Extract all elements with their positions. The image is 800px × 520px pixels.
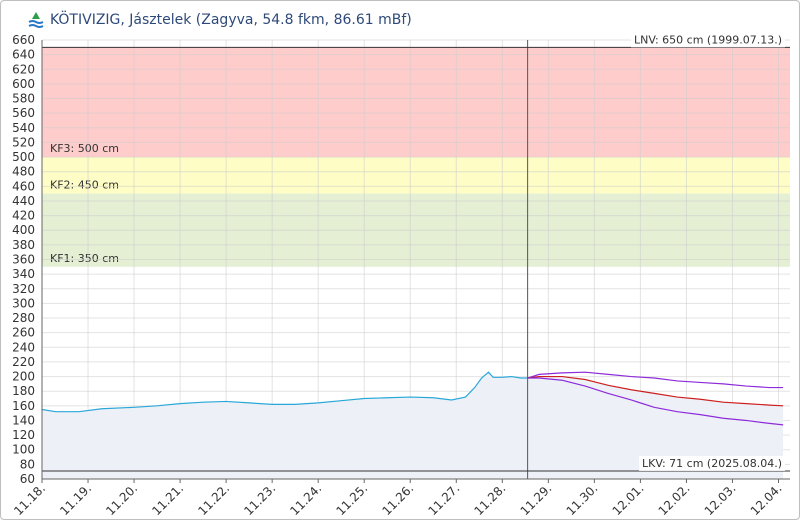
x-tick-label: 11.25.	[333, 481, 370, 518]
y-tick-label: 580	[12, 92, 35, 106]
y-tick-label: 400	[12, 223, 35, 237]
y-tick-label: 60	[20, 472, 35, 486]
x-tick-label: 11.30.	[564, 481, 601, 518]
y-tick-label: 500	[12, 150, 35, 164]
band-kf2	[42, 157, 790, 194]
band-label-kf1: KF1: 350 cm	[50, 252, 119, 265]
water-gauge-logo-icon	[28, 12, 44, 28]
y-tick-label: 540	[12, 121, 35, 135]
reference-label-bg	[639, 455, 785, 471]
y-tick-label: 600	[12, 77, 35, 91]
y-tick-label: 280	[12, 311, 35, 325]
measured-area	[42, 372, 784, 479]
area-fill	[42, 372, 784, 479]
x-tick-label: 11.19.	[57, 481, 94, 518]
y-tick-label: 320	[12, 282, 35, 296]
x-tick-label: 11.27.	[426, 481, 463, 518]
series-measured	[41, 371, 528, 413]
y-tick-label: 480	[12, 165, 35, 179]
series-forecast-lower	[527, 377, 784, 426]
band-label-kf3: KF3: 500 cm	[50, 142, 119, 155]
reference-label: LKV: 71 cm (2025.08.04.)	[642, 457, 782, 470]
y-tick-label: 240	[12, 340, 35, 354]
y-tick-label: 140	[12, 413, 35, 427]
band-kf3	[42, 47, 790, 158]
x-tick-label: 12.03.	[702, 481, 739, 518]
y-tick-label: 560	[12, 106, 35, 120]
reference-lines: LNV: 650 cm (1999.07.13.) LKV: 71 cm (202…	[42, 32, 790, 472]
x-tick-label: 11.26.	[379, 481, 416, 518]
x-tick-label: 11.20.	[103, 481, 140, 518]
reference-label: LNV: 650 cm (1999.07.13.)	[634, 33, 782, 46]
x-tick-label: 11.18.	[11, 481, 48, 518]
x-tick-label: 12.01.	[610, 481, 647, 518]
y-tick-label: 300	[12, 296, 35, 310]
y-tick-label: 120	[12, 428, 35, 442]
y-tick-label: 420	[12, 209, 35, 223]
reference-label-bg	[630, 32, 785, 48]
x-tick-label: 11.22.	[195, 481, 232, 518]
x-tick-label: 11.28.	[472, 481, 509, 518]
alert-bands: KF3: 500 cm KF2: 450 cm KF1: 350 cm	[42, 47, 790, 267]
y-tick-label: 380	[12, 238, 35, 252]
header: KÖTIVIZIG, Jásztelek (Zagyva, 54.8 fkm, …	[26, 8, 412, 32]
y-tick-label: 220	[12, 355, 35, 369]
y-tick-label: 80	[20, 457, 35, 471]
y-tick-label: 460	[12, 179, 35, 193]
x-tick-label: 12.04.	[748, 481, 785, 518]
series-forecast-upper	[527, 371, 784, 389]
y-tick-label: 160	[12, 399, 35, 413]
y-tick-label: 260	[12, 326, 35, 340]
y-tick-label: 620	[12, 62, 35, 76]
y-tick-label: 440	[12, 194, 35, 208]
y-tick-label: 640	[12, 48, 35, 62]
series-lines	[41, 40, 784, 479]
y-tick-label: 180	[12, 384, 35, 398]
y-tick-label: 200	[12, 370, 35, 384]
x-tick-label: 12.02.	[656, 481, 693, 518]
band-label-kf2: KF2: 450 cm	[50, 179, 119, 192]
page-title: KÖTIVIZIG, Jásztelek (Zagyva, 54.8 fkm, …	[50, 12, 412, 28]
y-tick-label: 100	[12, 443, 35, 457]
x-tick-label: 11.21.	[149, 481, 186, 518]
y-tick-label: 340	[12, 267, 35, 281]
y-tick-label: 660	[12, 33, 35, 47]
x-tick-label: 11.24.	[287, 481, 324, 518]
x-tick-label: 11.29.	[518, 481, 555, 518]
y-tick-label: 520	[12, 135, 35, 149]
x-tick-label: 11.23.	[241, 481, 278, 518]
series-forecast-mid	[527, 375, 784, 407]
y-tick-label: 360	[12, 253, 35, 267]
